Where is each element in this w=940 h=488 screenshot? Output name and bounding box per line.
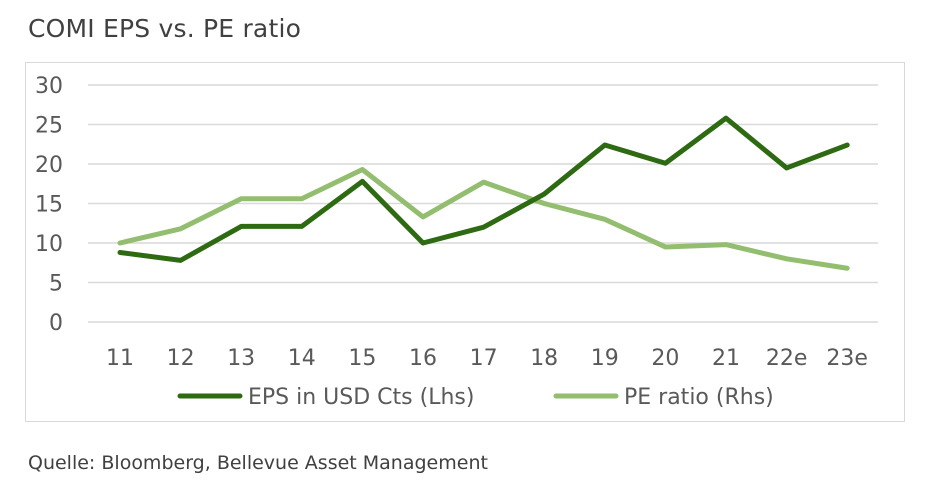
x-tick-label: 18: [530, 346, 558, 371]
chart-title: COMI EPS vs. PE ratio: [28, 14, 302, 43]
y-tick-label: 20: [35, 153, 63, 178]
x-tick-label: 13: [227, 346, 255, 371]
y-tick-label: 25: [35, 114, 63, 139]
pe-series-line: [117, 167, 850, 271]
chart-frame: [25, 62, 905, 422]
y-axis-ticks: 30 25 20 15 10 5 0: [35, 74, 63, 336]
x-tick-label: 21: [712, 346, 740, 371]
series-lines: [117, 115, 850, 271]
x-tick-label: 23e: [826, 346, 868, 371]
x-tick-label: 15: [348, 346, 376, 371]
x-tick-label: 17: [470, 346, 498, 371]
x-tick-label: 16: [409, 346, 437, 371]
gridlines: [88, 84, 878, 323]
y-tick-label: 5: [49, 272, 63, 297]
y-tick-label: 10: [35, 232, 63, 257]
legend: EPS in USD Cts (Lhs) PE ratio (Rhs): [177, 385, 774, 410]
x-tick-label: 22e: [766, 346, 808, 371]
x-tick-label: 14: [288, 346, 316, 371]
x-tick-label: 12: [167, 346, 195, 371]
source-note: Quelle: Bloomberg, Bellevue Asset Manage…: [28, 452, 488, 474]
x-tick-label: 19: [591, 346, 619, 371]
y-tick-label: 0: [49, 311, 63, 336]
x-tick-label: 20: [651, 346, 679, 371]
legend-eps-label: EPS in USD Cts (Lhs): [248, 385, 474, 410]
x-tick-label: 11: [106, 346, 134, 371]
x-axis-ticks: 11 12 13 14 15 16 17 18 19 20 21 22e 23e: [106, 346, 868, 371]
eps-series-line: [117, 115, 850, 263]
legend-pe-label: PE ratio (Rhs): [624, 385, 774, 410]
y-tick-label: 15: [35, 193, 63, 218]
y-tick-label: 30: [35, 74, 63, 99]
